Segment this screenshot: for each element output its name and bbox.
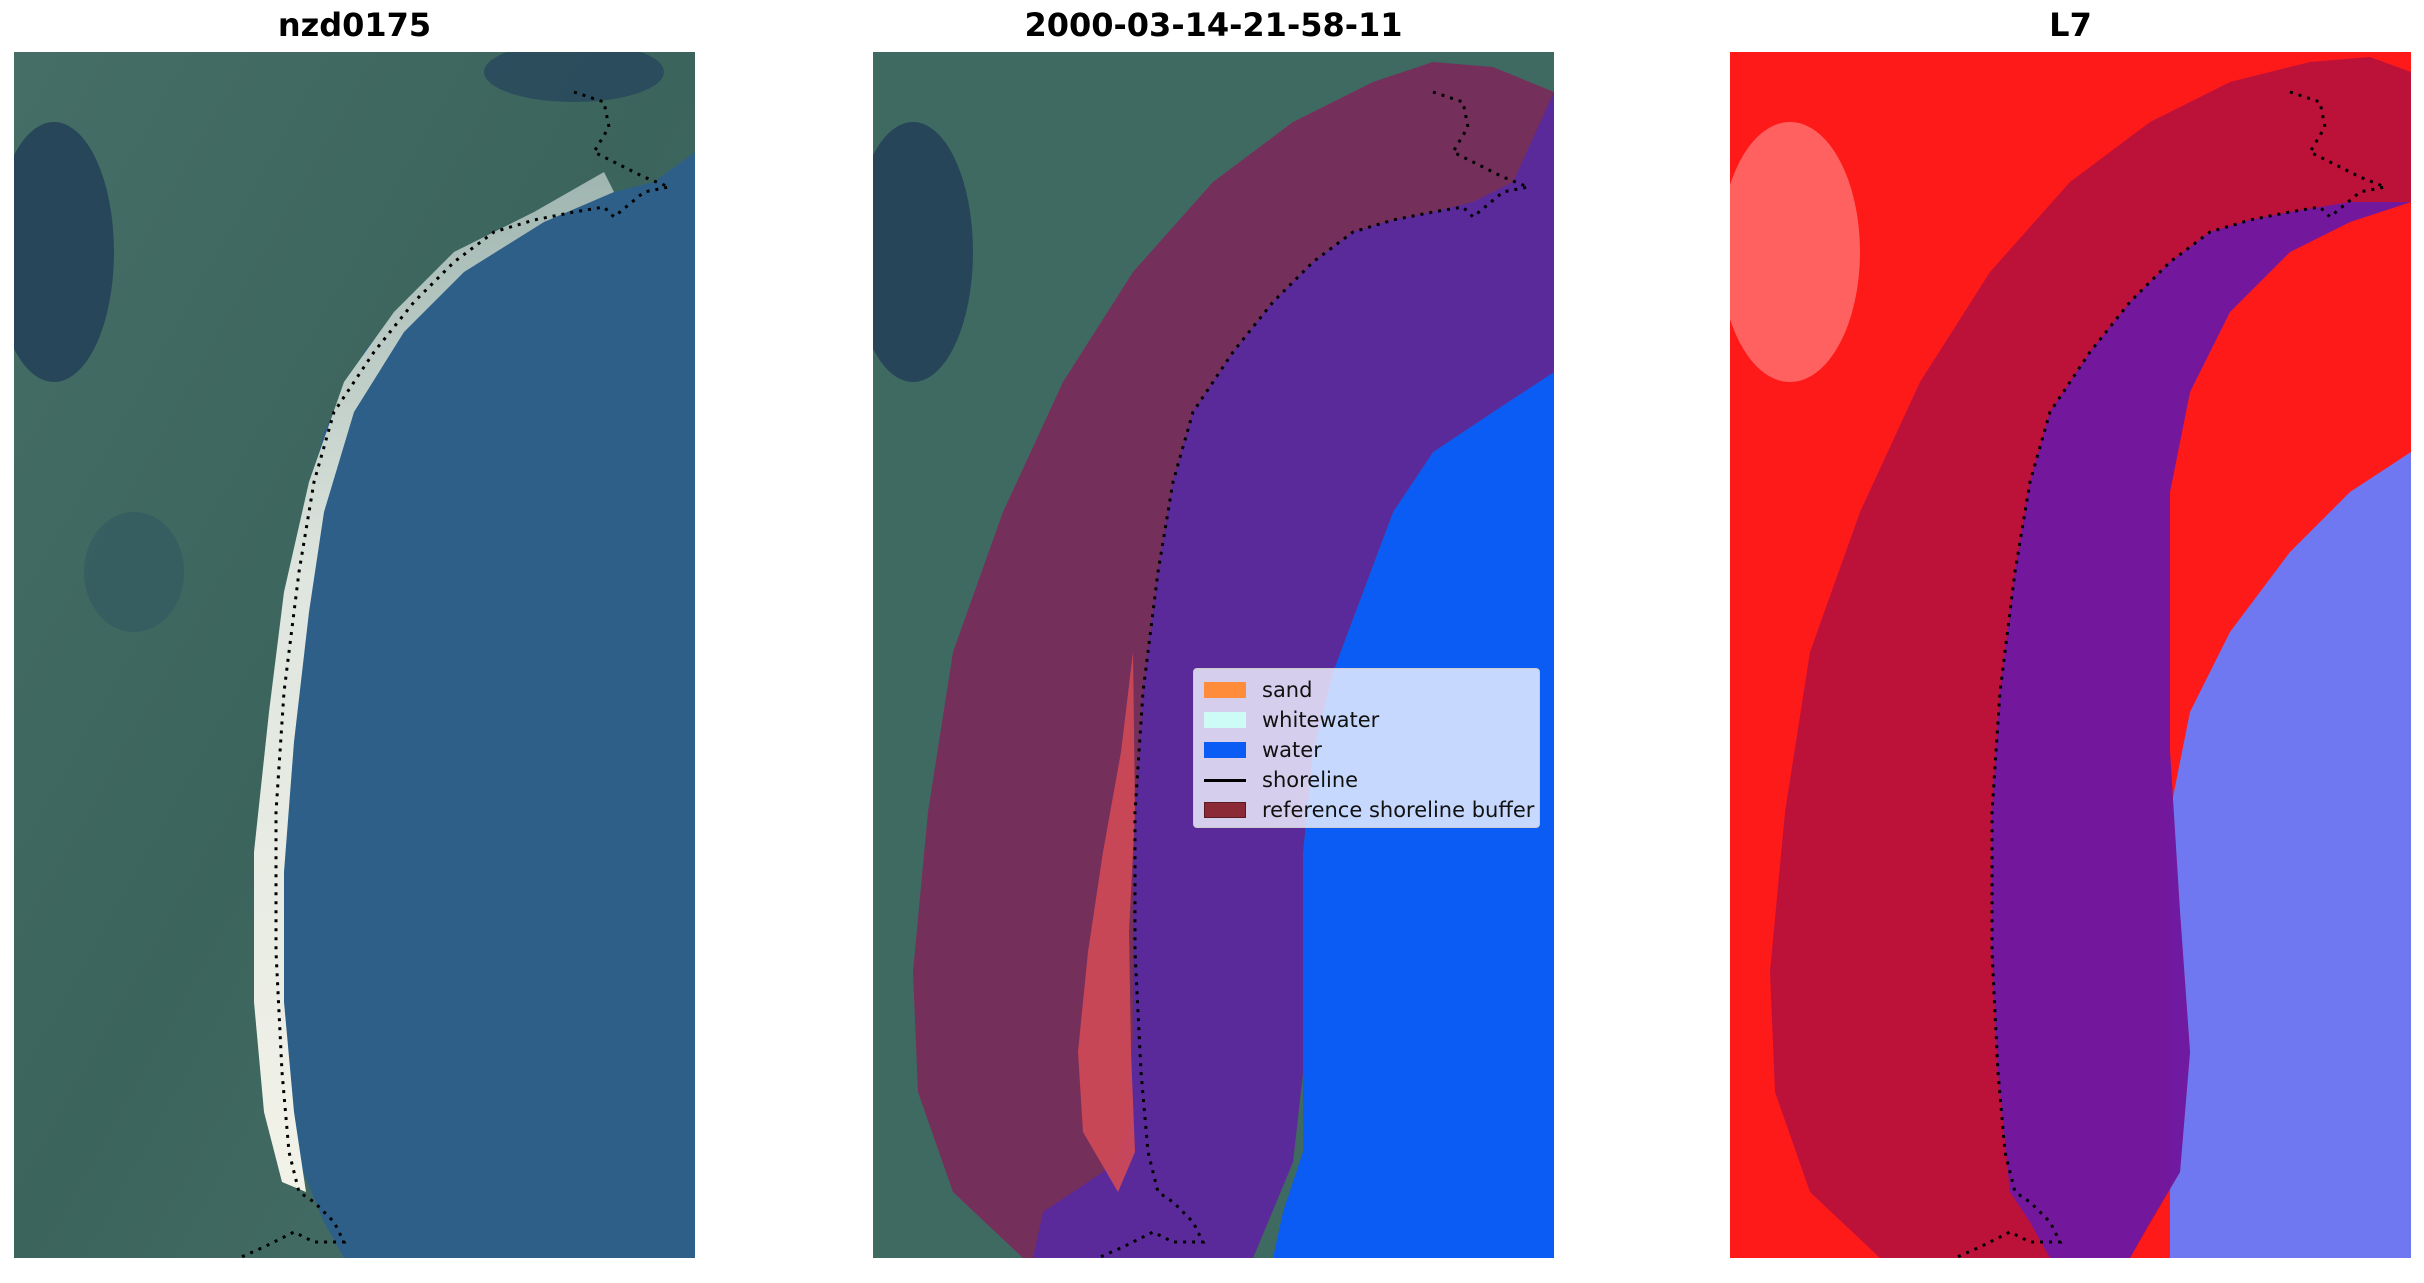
bright-land-patch bbox=[1730, 122, 1860, 382]
beach-strip bbox=[254, 172, 614, 1192]
legend-label: reference shoreline buffer bbox=[1262, 798, 1535, 822]
rgb-image-panel bbox=[14, 52, 695, 1258]
legend-item-water: water bbox=[1194, 735, 1539, 765]
legend: sand whitewater water shoreline referenc… bbox=[1193, 668, 1540, 828]
legend-item-whitewater: whitewater bbox=[1194, 705, 1539, 735]
dark-vegetation-patch bbox=[84, 512, 184, 632]
panel-title-3: L7 bbox=[2049, 6, 2092, 44]
classification-panel bbox=[873, 52, 1554, 1258]
dark-vegetation-patch bbox=[484, 52, 664, 102]
classified-water-area bbox=[1992, 202, 2411, 1258]
index-panel bbox=[1730, 52, 2411, 1258]
dark-vegetation-patch bbox=[873, 122, 973, 382]
sea-area bbox=[276, 152, 695, 1258]
panel-title-2: 2000-03-14-21-58-11 bbox=[1024, 6, 1403, 44]
sand-swatch bbox=[1204, 682, 1246, 698]
water-index-area bbox=[2170, 452, 2411, 1258]
dark-vegetation-patch bbox=[14, 122, 114, 382]
legend-label: shoreline bbox=[1262, 768, 1359, 792]
legend-label: water bbox=[1262, 738, 1322, 762]
legend-item-sand: sand bbox=[1194, 675, 1539, 705]
panel-title-1: nzd0175 bbox=[277, 6, 432, 44]
legend-label: whitewater bbox=[1262, 708, 1380, 732]
reference-shoreline bbox=[1097, 90, 1534, 1258]
buffer-swatch bbox=[1204, 802, 1246, 818]
whitewater-swatch bbox=[1204, 712, 1246, 728]
legend-item-shoreline: shoreline bbox=[1194, 765, 1539, 795]
reference-shoreline bbox=[238, 90, 675, 1258]
legend-item-buffer: reference shoreline buffer bbox=[1194, 795, 1539, 825]
legend-label: sand bbox=[1262, 678, 1313, 702]
reference-shoreline bbox=[1954, 90, 2391, 1258]
shoreline-line-swatch bbox=[1204, 778, 1246, 782]
sand-class-area bbox=[1078, 652, 1135, 1192]
water-swatch bbox=[1204, 742, 1246, 758]
